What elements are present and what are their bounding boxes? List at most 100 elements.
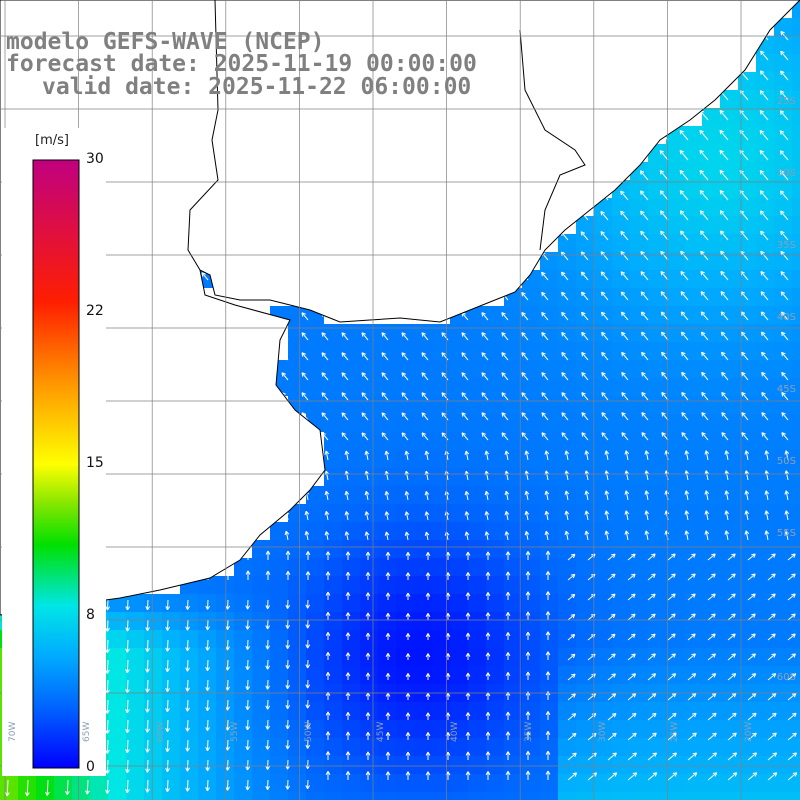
field-cell: [630, 270, 648, 288]
field-cell: [720, 216, 738, 234]
field-cell: [774, 54, 792, 72]
wind-arrow: [364, 511, 370, 521]
field-cell: [468, 576, 486, 594]
field-cell: [540, 720, 558, 738]
field-cell: [702, 738, 720, 756]
wind-arrow: [165, 779, 170, 793]
wind-arrow: [784, 510, 790, 521]
wind-arrow: [365, 632, 371, 640]
wind-arrow: [301, 312, 309, 321]
wind-arrow: [325, 571, 331, 580]
wind-arrow: [325, 652, 331, 660]
field-cell: [774, 162, 792, 180]
field-cell: [720, 774, 738, 792]
field-cell: [36, 792, 54, 800]
wind-arrow: [680, 291, 689, 301]
field-cell: [630, 558, 648, 576]
wind-arrow: [647, 613, 656, 621]
field-cell: [630, 720, 648, 738]
field-cell: [702, 288, 720, 306]
field-cell: [126, 612, 144, 630]
field-cell: [774, 756, 792, 774]
field-cell: [666, 378, 684, 396]
field-cell: [738, 648, 756, 666]
wind-arrow: [600, 231, 609, 241]
wind-arrow: [659, 210, 669, 221]
field-cell: [720, 234, 738, 252]
field-cell: [342, 360, 360, 378]
field-cell: [702, 450, 720, 468]
field-cell: [72, 774, 90, 792]
wind-arrow: [424, 450, 430, 461]
wind-arrow: [747, 732, 757, 741]
field-cell: [432, 342, 450, 360]
field-cell: [630, 234, 648, 252]
field-cell: [432, 486, 450, 504]
field-cell: [558, 252, 576, 270]
field-cell: [360, 756, 378, 774]
field-cell: [756, 72, 774, 90]
field-cell: [774, 234, 792, 252]
field-cell: [450, 792, 468, 800]
field-cell: [594, 450, 612, 468]
field-cell: [576, 522, 594, 540]
wind-arrow: [661, 371, 669, 381]
field-cell: [666, 144, 684, 162]
field-cell: [252, 720, 270, 738]
field-cell: [450, 666, 468, 684]
wind-arrow: [627, 573, 636, 581]
field-cell: [792, 666, 800, 684]
field-cell: [576, 378, 594, 396]
wind-arrow: [787, 692, 797, 701]
field-cell: [216, 792, 234, 800]
field-cell: [792, 414, 800, 432]
field-cell: [432, 738, 450, 756]
field-cell: [396, 576, 414, 594]
field-cell: [504, 450, 522, 468]
field-cell: [522, 630, 540, 648]
field-cell: [342, 432, 360, 450]
field-cell: [558, 342, 576, 360]
field-cell: [792, 540, 800, 558]
wind-arrow: [561, 271, 569, 281]
field-cell: [792, 432, 800, 450]
field-cell: [702, 666, 720, 684]
wind-arrow: [341, 332, 349, 341]
field-cell: [522, 450, 540, 468]
field-cell: [288, 576, 306, 594]
wind-arrow: [659, 150, 669, 161]
field-cell: [576, 324, 594, 342]
field-cell: [594, 540, 612, 558]
wind-arrow: [647, 732, 657, 741]
field-cell: [36, 774, 54, 792]
wind-arrow: [545, 571, 551, 580]
wind-arrow: [361, 352, 369, 361]
wind-arrow: [667, 633, 676, 641]
field-cell: [684, 324, 702, 342]
field-cell: [414, 432, 432, 450]
wind-arrow: [660, 311, 669, 321]
wind-arrow: [245, 739, 251, 751]
border-line: [187, 0, 219, 271]
wind-arrow: [607, 712, 617, 721]
field-cell: [288, 522, 306, 540]
field-cell: [702, 360, 720, 378]
wind-arrow: [707, 673, 717, 681]
field-cell: [594, 216, 612, 234]
wind-arrow: [504, 531, 510, 541]
wind-arrow: [627, 772, 638, 781]
field-cell: [108, 774, 126, 792]
field-cell: [684, 540, 702, 558]
wind-arrow: [385, 751, 391, 760]
field-cell: [450, 702, 468, 720]
wind-arrow: [760, 331, 769, 341]
wind-arrow: [624, 490, 630, 501]
wind-arrow: [679, 190, 689, 201]
field-cell: [306, 558, 324, 576]
wind-arrow: [485, 731, 491, 740]
field-cell: [630, 414, 648, 432]
field-cell: [378, 792, 396, 800]
wind-arrow: [265, 739, 271, 750]
field-cell: [612, 450, 630, 468]
field-cell: [648, 612, 666, 630]
